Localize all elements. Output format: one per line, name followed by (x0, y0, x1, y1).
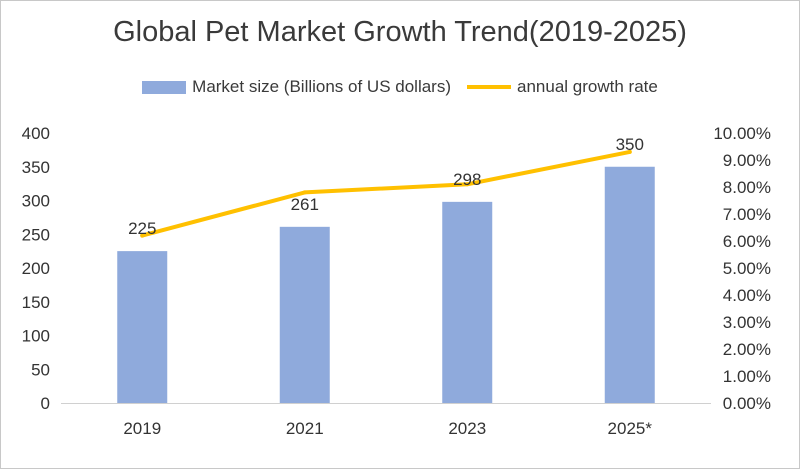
bar-2019 (117, 251, 168, 403)
bar-2021 (279, 226, 330, 403)
chart-title: Global Pet Market Growth Trend(2019-2025… (113, 16, 687, 48)
y-left-tick-label: 400 (22, 124, 50, 143)
y-right-tick-label: 5.00% (723, 259, 771, 278)
bar-2023 (442, 201, 493, 403)
y-right-tick-label: 1.00% (723, 367, 771, 386)
legend-swatch-line (467, 85, 512, 89)
legend-item-growth-rate: annual growth rate (467, 77, 658, 97)
x-tick-label: 2019 (123, 419, 161, 438)
legend-label-market-size: Market size (Billions of US dollars) (192, 77, 452, 96)
y-right-tick-label: 3.00% (723, 313, 771, 332)
y-right-tick-label: 10.00% (713, 124, 771, 143)
y-right-tick-label: 7.00% (723, 205, 771, 224)
growth-rate-point-2023 (465, 182, 470, 187)
y-right-tick-label: 9.00% (723, 151, 771, 170)
y-left-tick-label: 150 (22, 293, 50, 312)
growth-rate-point-2025* (627, 149, 632, 154)
chart-legend: Market size (Billions of US dollars) ann… (1, 75, 799, 99)
y-left-tick-label: 250 (22, 225, 50, 244)
growth-rate-point-2019 (140, 233, 145, 238)
y-right-tick-label: 6.00% (723, 232, 771, 251)
bar-2025* (604, 166, 655, 403)
x-tick-label: 2025* (608, 419, 653, 438)
growth-rate-point-2021 (302, 190, 307, 195)
y-left-tick-label: 300 (22, 192, 50, 211)
growth-rate-line (140, 149, 632, 238)
y-left-tick-label: 100 (22, 327, 50, 346)
bar-data-label: 350 (616, 135, 644, 154)
y-right-tick-label: 8.00% (723, 178, 771, 197)
y-left-tick-label: 350 (22, 158, 50, 177)
y-left-tick-label: 200 (22, 259, 50, 278)
x-tick-label: 2021 (286, 419, 324, 438)
y-left-tick-label: 0 (41, 394, 50, 413)
bar-data-label: 225 (128, 219, 156, 238)
y-right-tick-label: 4.00% (723, 286, 771, 305)
legend-item-market-size: Market size (Billions of US dollars) (142, 77, 451, 97)
legend-label-growth-rate: annual growth rate (517, 77, 658, 96)
y-left-tick-label: 50 (31, 360, 50, 379)
y-right-tick-label: 0.00% (723, 394, 771, 413)
y-right-tick-label: 2.00% (723, 340, 771, 359)
x-tick-label: 2023 (448, 419, 486, 438)
bar-data-label: 298 (453, 170, 481, 189)
bar-data-label: 261 (291, 195, 319, 214)
legend-swatch-bar (142, 80, 187, 94)
